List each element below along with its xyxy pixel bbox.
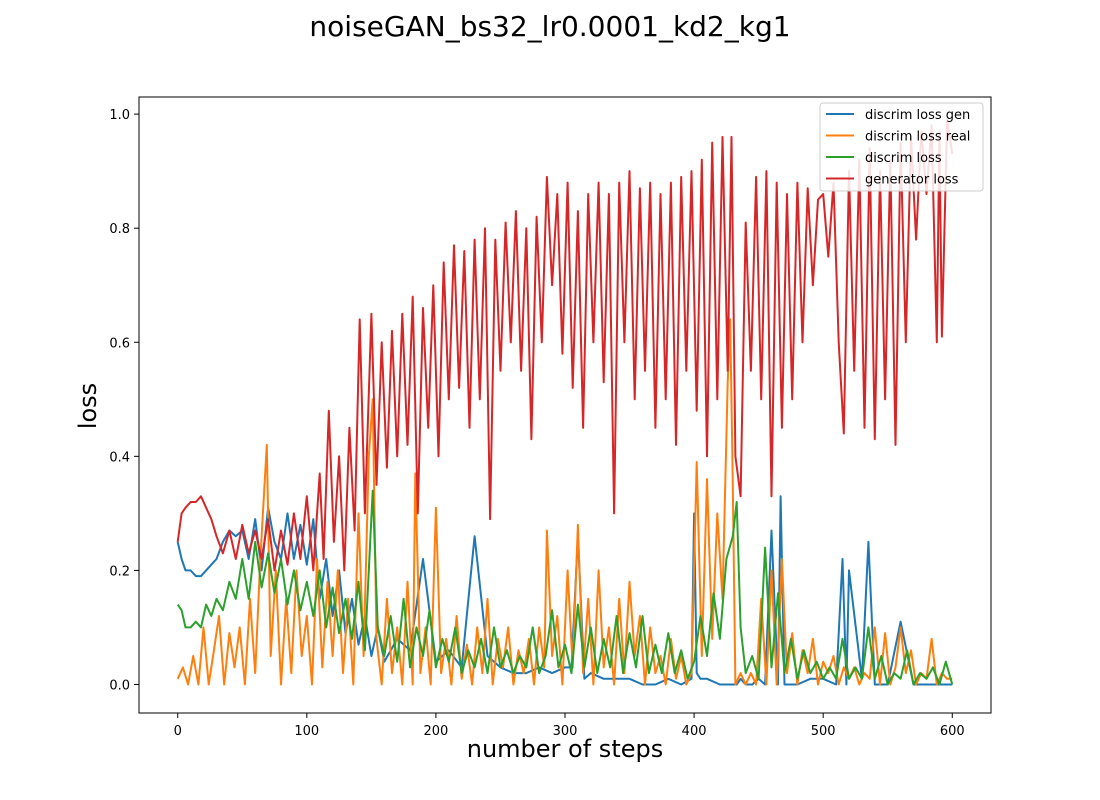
y-tick-label: 0.2 <box>109 564 130 579</box>
y-tick-label: 1.0 <box>109 108 130 123</box>
series-line-generator-loss <box>176 118 954 572</box>
x-axis-label: number of steps <box>466 735 664 763</box>
series-line-discrim-loss <box>176 489 954 686</box>
y-tick-label: 0.8 <box>109 222 130 237</box>
legend: discrim loss gen discrim loss real discrim… <box>819 102 984 192</box>
y-axis-label: loss <box>74 382 102 430</box>
x-tick-label: 300 <box>553 724 578 739</box>
x-tick-label: 500 <box>811 724 836 739</box>
x-tick-label: 600 <box>940 724 965 739</box>
y-axis-ticks: 0.0 0.2 0.4 0.6 0.8 1.0 <box>109 108 139 693</box>
chart-title: noiseGAN_bs32_lr0.0001_kd2_kg1 <box>309 10 791 43</box>
y-tick-label: 0.0 <box>109 678 130 693</box>
x-tick-label: 200 <box>423 724 448 739</box>
legend-entry: discrim loss gen <box>865 108 970 123</box>
x-tick-label: 0 <box>174 724 182 739</box>
legend-entry: generator loss <box>865 173 959 188</box>
legend-entry: discrim loss real <box>865 130 970 145</box>
x-axis-ticks: 0 100 200 300 400 500 600 <box>174 713 965 739</box>
x-tick-label: 100 <box>294 724 319 739</box>
y-tick-label: 0.6 <box>109 336 130 351</box>
legend-box <box>819 102 984 192</box>
x-tick-label: 400 <box>682 724 707 739</box>
series-lines <box>176 118 954 686</box>
y-tick-label: 0.4 <box>109 450 130 465</box>
legend-entry: discrim loss <box>865 151 942 166</box>
